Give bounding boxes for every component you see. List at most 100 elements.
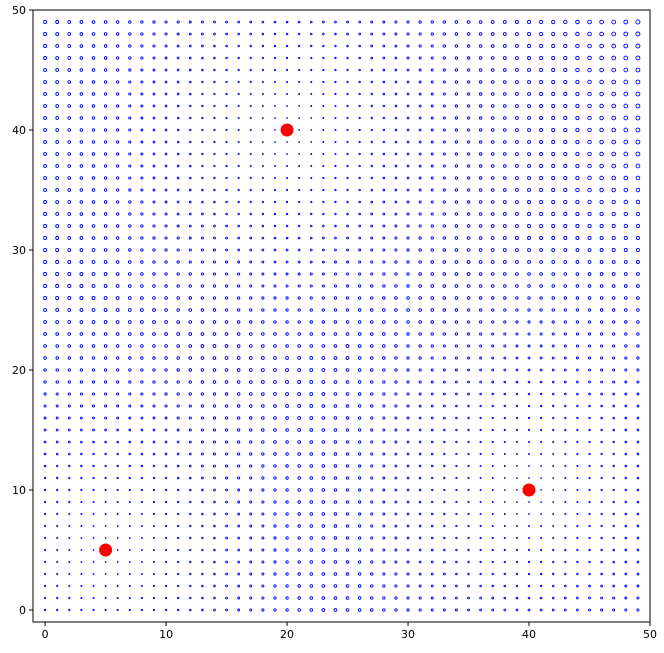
grid-point — [103, 116, 108, 120]
grid-point — [600, 572, 603, 576]
grid-point — [92, 500, 95, 504]
grid-point — [454, 80, 459, 84]
grid-point — [237, 452, 241, 456]
grid-point — [164, 116, 168, 120]
grid-point — [225, 440, 229, 444]
grid-point — [623, 175, 629, 181]
grid-point — [103, 320, 108, 324]
grid-point — [406, 584, 410, 588]
grid-point — [479, 596, 482, 600]
grid-point — [370, 68, 374, 72]
grid-point — [116, 212, 120, 216]
grid-point — [237, 104, 240, 108]
grid-point — [466, 224, 471, 228]
grid-point — [600, 560, 603, 564]
grid-point — [527, 548, 531, 552]
grid-point — [587, 260, 592, 264]
grid-point — [406, 140, 410, 144]
grid-point — [310, 176, 313, 180]
grid-point — [635, 211, 641, 217]
grid-point — [466, 320, 471, 324]
grid-point — [612, 308, 616, 312]
grid-point — [92, 596, 95, 600]
grid-point — [406, 548, 410, 552]
grid-point — [188, 20, 192, 24]
grid-point — [370, 392, 374, 396]
grid-point — [80, 608, 83, 612]
grid-point — [55, 392, 59, 396]
grid-point — [176, 20, 180, 24]
grid-point — [515, 200, 519, 204]
grid-point — [285, 464, 289, 468]
grid-point — [635, 175, 641, 181]
grid-point — [552, 572, 555, 576]
grid-point — [370, 476, 374, 480]
grid-point — [430, 416, 434, 420]
grid-point — [345, 320, 350, 324]
grid-point — [213, 116, 216, 120]
grid-point — [357, 572, 362, 576]
grid-point — [297, 608, 301, 612]
grid-point — [406, 272, 410, 276]
grid-point — [612, 344, 616, 348]
grid-point — [382, 488, 386, 492]
grid-point — [285, 560, 289, 564]
grid-point — [491, 356, 495, 360]
grid-point — [442, 140, 446, 144]
grid-point — [140, 212, 144, 216]
grid-point — [358, 224, 361, 228]
grid-point — [115, 332, 120, 336]
grid-point — [213, 20, 216, 24]
grid-point — [551, 248, 556, 252]
grid-point — [515, 344, 519, 348]
grid-point — [478, 44, 483, 48]
grid-point — [418, 308, 422, 312]
grid-point — [43, 320, 47, 324]
grid-point — [624, 452, 628, 456]
grid-point — [310, 224, 313, 228]
grid-point — [164, 500, 168, 504]
grid-point — [333, 344, 338, 348]
grid-point — [249, 248, 253, 252]
grid-point — [91, 56, 96, 60]
grid-point — [128, 561, 131, 563]
grid-point — [611, 151, 616, 157]
grid-point — [539, 211, 544, 217]
grid-point — [309, 536, 313, 540]
grid-point — [79, 380, 83, 384]
grid-point — [91, 392, 96, 396]
grid-point — [454, 284, 459, 288]
grid-point — [104, 488, 107, 492]
grid-point — [588, 500, 591, 504]
grid-point — [370, 176, 373, 180]
grid-point — [297, 536, 301, 540]
grid-point — [55, 356, 59, 360]
grid-point — [224, 344, 229, 348]
grid-point — [527, 188, 531, 192]
grid-point — [333, 500, 338, 504]
grid-point — [128, 212, 132, 216]
grid-point — [297, 32, 301, 36]
grid-point — [140, 164, 144, 168]
grid-point — [103, 32, 108, 36]
grid-point — [576, 524, 579, 528]
grid-point — [79, 104, 84, 108]
grid-point — [297, 512, 301, 516]
grid-point — [164, 572, 168, 576]
grid-point — [285, 476, 289, 480]
grid-point — [201, 164, 204, 168]
grid-point — [140, 596, 143, 600]
grid-point — [502, 248, 507, 252]
grid-point — [418, 572, 422, 576]
grid-point — [140, 32, 144, 36]
grid-point — [406, 80, 410, 84]
grid-point — [406, 296, 410, 300]
grid-point — [611, 55, 617, 61]
grid-point — [479, 344, 483, 348]
grid-point — [237, 236, 241, 240]
grid-point — [164, 296, 168, 300]
grid-point — [68, 608, 71, 612]
grid-point — [479, 548, 482, 552]
grid-point — [382, 212, 386, 216]
